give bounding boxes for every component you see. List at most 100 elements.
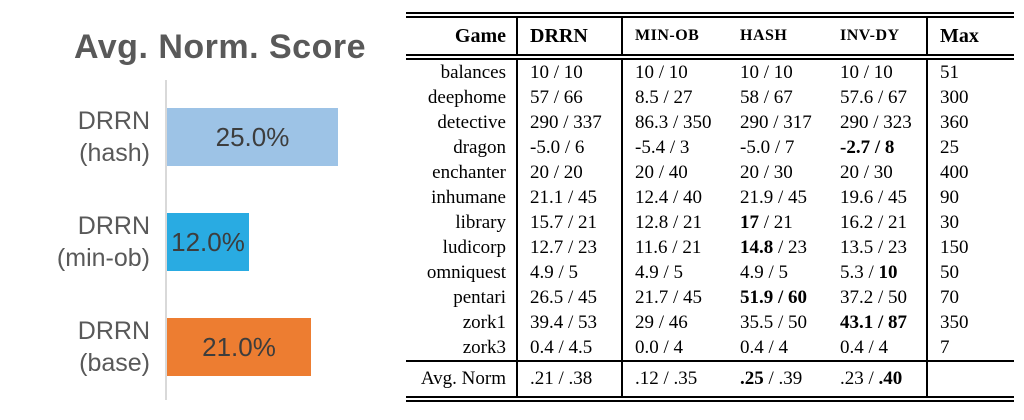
table-row-inhumane: inhumane 21.1 / 45 12.4 / 40 21.9 / 45 19.6 …	[406, 185, 1014, 210]
score-cell: 86.3 / 350	[621, 110, 728, 135]
score-cell: 300	[926, 85, 1014, 110]
score-cell: -5.4 / 3	[621, 135, 728, 160]
chart-bar-row-min-ob: DRRN (min-ob) 12.0%	[0, 212, 406, 272]
avg-norm-score-chart: Avg. Norm. Score DRRN (hash) 25.0% DRRN (min…	[0, 0, 406, 420]
score-cell: 51.9 / 60	[740, 287, 808, 308]
score-cell: 400	[926, 160, 1014, 185]
game-name: enchanter	[432, 162, 506, 183]
game-name: dragon	[453, 137, 506, 158]
bar-base: 21.0%	[167, 318, 311, 376]
col-header-drrn: DRRN	[516, 15, 622, 60]
score-cell: 8.5 / 27	[621, 85, 728, 110]
table-row-dragon: dragon -5.0 / 6 -5.4 / 3 -5.0 / 7 -2.7 / 8 25	[406, 135, 1014, 160]
avg-norm-cell: .21 / .38	[516, 360, 622, 399]
score-cell: 350	[926, 310, 1014, 335]
score-cell: 7	[926, 335, 1014, 361]
score-cell: 26.5 / 45	[516, 285, 622, 310]
score-cell: 14.8 / 23	[740, 237, 808, 258]
avg-norm-row: Avg. Norm .21 / .38.12 / .35.25 / .39.23 …	[406, 360, 1014, 399]
score-cell: -5.0 / 6	[516, 135, 622, 160]
score-cell: 58 / 67	[740, 87, 793, 108]
score-cell: 51	[926, 57, 1014, 85]
score-cell: 37.2 / 50	[840, 287, 908, 308]
table-row-balances: balances 10 / 10 10 / 10 10 / 10 10 / 10 51	[406, 57, 1014, 85]
score-cell: 15.7 / 21	[516, 210, 622, 235]
bar-category-label: DRRN (min-ob)	[56, 212, 150, 272]
score-cell: 13.5 / 23	[840, 237, 908, 258]
score-cell: 360	[926, 110, 1014, 135]
score-cell: 20 / 20	[516, 160, 622, 185]
score-cell: 10 / 10	[840, 62, 893, 83]
table-row-library: library 15.7 / 21 12.8 / 21 17 / 21 16.2 / 2…	[406, 210, 1014, 235]
score-cell: 11.6 / 21	[621, 235, 728, 260]
table-row-omniquest: omniquest 4.9 / 5 4.9 / 5 4.9 / 5 5.3 / 10 50	[406, 260, 1014, 285]
score-cell: -2.7 / 8	[840, 137, 895, 158]
score-cell: 90	[926, 185, 1014, 210]
chart-bar-row-base: DRRN (base) 21.0%	[0, 317, 406, 377]
score-cell: 57 / 66	[516, 85, 622, 110]
table-row-ludicorp: ludicorp 12.7 / 23 11.6 / 21 14.8 / 23 13.5 …	[406, 235, 1014, 260]
score-cell: 4.9 / 5	[621, 260, 728, 285]
score-cell: -5.0 / 7	[740, 137, 795, 158]
game-name: pentari	[453, 287, 506, 308]
game-name: zork1	[462, 312, 506, 333]
avg-norm-cell	[926, 360, 1014, 399]
score-cell: 290 / 323	[840, 112, 912, 133]
score-cell: 19.6 / 45	[840, 187, 908, 208]
score-cell: 43.1 / 87	[840, 312, 908, 333]
score-cell: 0.4 / 4.5	[516, 335, 622, 361]
col-header-inv-dy: INV-DY	[828, 15, 927, 60]
col-header-max: Max	[926, 15, 1014, 60]
table-header-row: Game DRRN MIN-OB HASH INV-DY Max	[406, 15, 1014, 60]
avg-norm-cell: .23 / .40	[828, 360, 927, 399]
score-cell: 12.8 / 21	[621, 210, 728, 235]
game-name: deephome	[427, 87, 506, 108]
score-cell: 29 / 46	[621, 310, 728, 335]
game-name: balances	[440, 62, 506, 83]
bar-category-label: DRRN (hash)	[77, 107, 150, 167]
game-name: inhumane	[431, 187, 506, 208]
score-cell: 70	[926, 285, 1014, 310]
score-cell: 4.9 / 5	[516, 260, 622, 285]
score-cell: 290 / 317	[740, 112, 812, 133]
bar-hash: 25.0%	[167, 108, 338, 166]
score-cell: 10 / 10	[740, 62, 793, 83]
score-cell: 0.4 / 4	[740, 337, 789, 358]
table-row-zork3: zork3 0.4 / 4.5 0.0 / 4 0.4 / 4 0.4 / 4 7	[406, 335, 1014, 361]
col-header-hash: HASH	[728, 15, 828, 60]
game-name: library	[455, 212, 506, 233]
bar-value-label: 12.0%	[171, 226, 245, 257]
game-name: detective	[437, 112, 506, 133]
chart-bar-row-hash: DRRN (hash) 25.0%	[0, 107, 406, 167]
score-cell: 20 / 30	[840, 162, 893, 183]
avg-norm-cell: .25 / .39	[728, 360, 828, 399]
score-cell: 50	[926, 260, 1014, 285]
bar-min-ob: 12.0%	[167, 213, 249, 271]
score-cell: 12.4 / 40	[621, 185, 728, 210]
score-cell: 150	[926, 235, 1014, 260]
chart-title: Avg. Norm. Score	[73, 28, 367, 66]
score-cell: 12.7 / 23	[516, 235, 622, 260]
score-cell: 57.6 / 67	[840, 87, 908, 108]
score-cell: 20 / 30	[740, 162, 793, 183]
table-row-enchanter: enchanter 20 / 20 20 / 40 20 / 30 20 / 30 400	[406, 160, 1014, 185]
score-cell: 35.5 / 50	[740, 312, 808, 333]
bar-value-label: 21.0%	[202, 331, 276, 362]
score-cell: 0.4 / 4	[840, 337, 889, 358]
score-cell: 5.3 / 10	[840, 262, 898, 283]
game-name: ludicorp	[442, 237, 506, 258]
table-row-zork1: zork1 39.4 / 53 29 / 46 35.5 / 50 43.1 / 87 3…	[406, 310, 1014, 335]
score-cell: 25	[926, 135, 1014, 160]
score-cell: 10 / 10	[516, 57, 622, 85]
col-header-min-ob: MIN-OB	[621, 15, 728, 60]
score-cell: 17 / 21	[740, 212, 793, 233]
score-cell: 21.9 / 45	[740, 187, 808, 208]
score-cell: 21.7 / 45	[621, 285, 728, 310]
bar-category-label: DRRN (base)	[77, 317, 150, 377]
results-table-wrap: Game DRRN MIN-OB HASH INV-DY Max balances 10 / …	[406, 12, 1016, 402]
avg-norm-label: Avg. Norm	[406, 360, 517, 399]
table-row-detective: detective 290 / 337 86.3 / 350 290 / 317 290…	[406, 110, 1014, 135]
col-header-game: Game	[406, 15, 517, 60]
table-row-pentari: pentari 26.5 / 45 21.7 / 45 51.9 / 60 37.2 /…	[406, 285, 1014, 310]
